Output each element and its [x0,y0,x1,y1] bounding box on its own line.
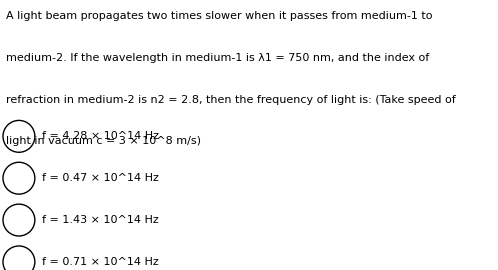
Text: f = 4.28 × 10^14 Hz: f = 4.28 × 10^14 Hz [42,131,159,141]
Text: f = 0.47 × 10^14 Hz: f = 0.47 × 10^14 Hz [42,173,159,183]
Text: f = 1.43 × 10^14 Hz: f = 1.43 × 10^14 Hz [42,215,159,225]
Text: f = 0.71 × 10^14 Hz: f = 0.71 × 10^14 Hz [42,257,159,267]
Text: medium-2. If the wavelength in medium-1 is λ1 = 750 nm, and the index of: medium-2. If the wavelength in medium-1 … [6,53,429,63]
Text: A light beam propagates two times slower when it passes from medium-1 to: A light beam propagates two times slower… [6,11,432,21]
Text: light in vacuum c = 3 × 10^8 m/s): light in vacuum c = 3 × 10^8 m/s) [6,136,201,146]
Text: refraction in medium-2 is n2 = 2.8, then the frequency of light is: (Take speed : refraction in medium-2 is n2 = 2.8, then… [6,94,456,104]
